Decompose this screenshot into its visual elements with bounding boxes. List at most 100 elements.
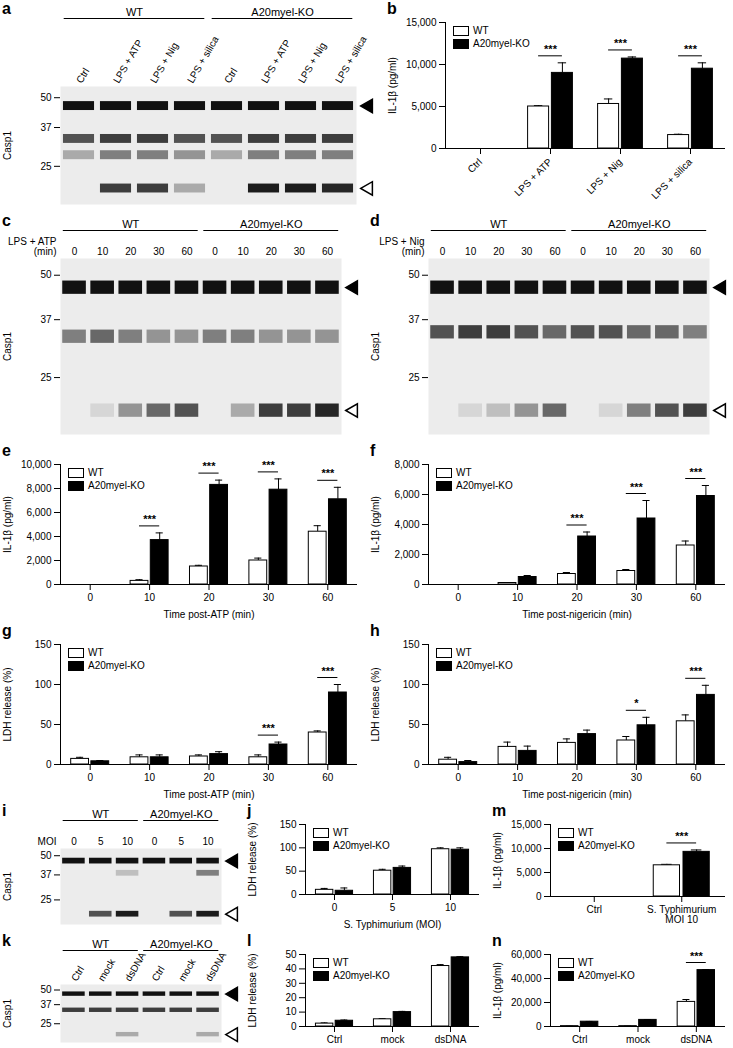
svg-text:mock: mock xyxy=(96,956,118,983)
svg-text:Ctrl: Ctrl xyxy=(69,964,86,983)
svg-text:0: 0 xyxy=(212,246,218,257)
svg-text:37: 37 xyxy=(40,999,52,1010)
svg-text:0: 0 xyxy=(87,772,93,783)
svg-text:WT: WT xyxy=(126,6,143,18)
svg-text:0: 0 xyxy=(414,579,420,590)
svg-text:Ctrl: Ctrl xyxy=(586,904,602,915)
svg-text:60: 60 xyxy=(690,772,702,783)
svg-text:***: *** xyxy=(571,512,585,524)
svg-text:***: *** xyxy=(143,513,157,525)
svg-text:50: 50 xyxy=(40,984,52,995)
svg-text:150: 150 xyxy=(35,639,52,650)
svg-text:6,000: 6,000 xyxy=(394,489,419,500)
svg-text:***: *** xyxy=(675,830,689,842)
svg-text:10,000: 10,000 xyxy=(511,843,542,854)
svg-text:5: 5 xyxy=(178,836,184,847)
svg-text:IL-1β (pg/ml): IL-1β (pg/ml) xyxy=(492,832,503,889)
svg-text:10: 10 xyxy=(203,836,215,847)
svg-text:IL-1β (pg/ml): IL-1β (pg/ml) xyxy=(2,496,13,553)
svg-text:10: 10 xyxy=(606,246,618,257)
svg-text:LPS + ATP(min): LPS + ATP(min) xyxy=(8,236,57,257)
svg-text:60: 60 xyxy=(322,246,334,257)
svg-text:Time post-ATP (min): Time post-ATP (min) xyxy=(164,609,255,620)
svg-text:20: 20 xyxy=(203,592,215,603)
svg-text:***: *** xyxy=(614,37,628,49)
svg-text:0: 0 xyxy=(580,246,586,257)
svg-text:50: 50 xyxy=(40,719,52,730)
svg-text:10,000: 10,000 xyxy=(21,459,52,470)
svg-text:5: 5 xyxy=(390,902,396,913)
svg-text:***: *** xyxy=(689,665,703,677)
svg-text:40: 40 xyxy=(285,963,297,974)
svg-text:IL-1β (pg/ml): IL-1β (pg/ml) xyxy=(370,496,381,553)
svg-text:37: 37 xyxy=(40,122,52,133)
svg-text:50: 50 xyxy=(285,865,297,876)
svg-text:20: 20 xyxy=(203,772,215,783)
svg-text:150: 150 xyxy=(280,819,297,830)
svg-text:40,000: 40,000 xyxy=(511,973,542,984)
svg-text:10: 10 xyxy=(445,902,457,913)
svg-text:5,000: 5,000 xyxy=(516,867,541,878)
svg-text:***: *** xyxy=(321,665,335,677)
svg-text:10,000: 10,000 xyxy=(406,59,437,70)
svg-text:Ctrl: Ctrl xyxy=(572,1034,588,1045)
svg-text:mock: mock xyxy=(626,1034,651,1045)
svg-text:mock: mock xyxy=(381,1034,406,1045)
svg-text:20: 20 xyxy=(266,246,278,257)
svg-text:LPS + ATP: LPS + ATP xyxy=(111,37,145,85)
svg-text:Casp1: Casp1 xyxy=(2,999,13,1028)
svg-text:0: 0 xyxy=(291,889,297,900)
svg-text:dsDNA: dsDNA xyxy=(435,1034,467,1045)
svg-text:Ctrl: Ctrl xyxy=(465,156,484,175)
svg-text:Ctrl: Ctrl xyxy=(149,964,166,983)
svg-text:30: 30 xyxy=(153,246,165,257)
svg-text:0: 0 xyxy=(71,836,77,847)
svg-text:Casp1: Casp1 xyxy=(370,332,381,361)
svg-text:20: 20 xyxy=(571,592,583,603)
svg-text:25: 25 xyxy=(40,161,52,172)
svg-text:10: 10 xyxy=(144,772,156,783)
svg-text:LPS + Nig: LPS + Nig xyxy=(148,40,180,85)
svg-text:Casp1: Casp1 xyxy=(2,872,13,901)
svg-text:30: 30 xyxy=(285,978,297,989)
svg-text:37: 37 xyxy=(40,869,52,880)
svg-text:50: 50 xyxy=(408,269,420,280)
svg-text:0: 0 xyxy=(46,579,52,590)
svg-text:25: 25 xyxy=(40,1018,52,1029)
svg-text:LDH release (%): LDH release (%) xyxy=(370,668,381,742)
svg-text:2,000: 2,000 xyxy=(26,555,51,566)
svg-text:10: 10 xyxy=(285,1006,297,1017)
svg-text:100: 100 xyxy=(280,842,297,853)
svg-text:Ctrl: Ctrl xyxy=(74,66,91,85)
svg-text:Time post-nigericin (min): Time post-nigericin (min) xyxy=(522,789,632,800)
svg-text:0: 0 xyxy=(536,1021,542,1032)
svg-text:0: 0 xyxy=(46,759,52,770)
svg-text:dsDNA: dsDNA xyxy=(680,1034,712,1045)
svg-text:50: 50 xyxy=(408,719,420,730)
svg-text:IL-1β (pg/ml): IL-1β (pg/ml) xyxy=(492,962,503,1019)
svg-text:mock: mock xyxy=(176,956,198,983)
svg-text:0: 0 xyxy=(72,246,78,257)
svg-text:dsDNA: dsDNA xyxy=(123,950,149,983)
svg-text:20: 20 xyxy=(285,992,297,1003)
svg-text:Time post-nigericin (min): Time post-nigericin (min) xyxy=(522,609,632,620)
svg-text:2,000: 2,000 xyxy=(394,549,419,560)
svg-text:20: 20 xyxy=(571,772,583,783)
svg-text:10: 10 xyxy=(512,592,524,603)
svg-text:100: 100 xyxy=(403,679,420,690)
svg-text:50: 50 xyxy=(285,949,297,960)
svg-text:8,000: 8,000 xyxy=(394,459,419,470)
svg-text:MOI: MOI xyxy=(38,836,57,847)
svg-text:A20myel-KO: A20myel-KO xyxy=(150,938,213,950)
svg-text:4,000: 4,000 xyxy=(26,531,51,542)
svg-text:15,000: 15,000 xyxy=(406,17,437,28)
svg-text:30: 30 xyxy=(662,246,674,257)
svg-text:S. TyphimuriumMOI 10: S. TyphimuriumMOI 10 xyxy=(647,904,716,925)
svg-text:LDH release (%): LDH release (%) xyxy=(2,668,13,742)
svg-text:30: 30 xyxy=(263,772,275,783)
svg-text:60: 60 xyxy=(690,592,702,603)
svg-text:37: 37 xyxy=(40,314,52,325)
svg-text:0: 0 xyxy=(536,891,542,902)
svg-text:25: 25 xyxy=(40,372,52,383)
svg-text:Casp1: Casp1 xyxy=(2,131,13,160)
